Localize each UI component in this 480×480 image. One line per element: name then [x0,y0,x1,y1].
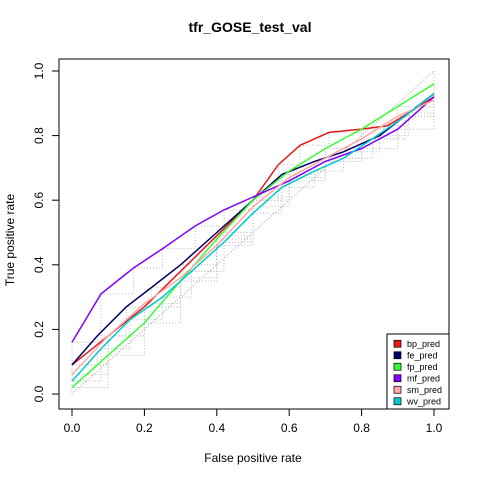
step-outline-fe_pred [71,71,435,394]
legend-swatch-sm_pred [393,385,402,394]
step-outline-sm_pred [71,71,435,394]
step-outline-fp_pred [71,71,435,394]
x-axis-title: False positive rate [204,451,302,465]
legend-label-wv_pred: wv_pred [406,396,441,406]
series-line-bp_pred [71,96,435,366]
y-tick-label: 0.8 [32,127,46,144]
series-line-wv_pred [71,93,435,382]
legend-swatch-fe_pred [393,351,402,360]
x-tick-label: 1.0 [426,421,443,435]
x-tick-label: 0.4 [208,421,225,435]
x-tick-label: 0.6 [281,421,298,435]
x-tick-label: 0.2 [136,421,153,435]
legend-swatch-mf_pred [393,374,402,383]
legend-swatch-fp_pred [393,362,402,371]
legend-label-fe_pred: fe_pred [407,350,438,360]
y-axis-title: True positive rate [3,194,17,287]
background-layer [71,70,435,395]
x-tick-label: 0.8 [353,421,370,435]
series-line-fp_pred [71,83,435,389]
series-line-sm_pred [71,99,435,376]
y-tick-label: 0.4 [32,256,46,273]
series-line-mf_pred [71,96,435,343]
y-tick-label: 0.0 [32,385,46,402]
y-tick-label: 0.2 [32,321,46,338]
x-tick-label: 0.0 [64,421,81,435]
series-layer [71,83,435,389]
legend-swatch-bp_pred [393,339,402,348]
y-tick-label: 1.0 [32,62,46,79]
axes-layer: 0.0 0.2 0.4 0.6 0.8 1.0 0.0 0.2 0.4 0.6 0.8 1.0 [32,58,450,435]
legend-label-fp_pred: fp_pred [407,362,438,372]
legend-label-mf_pred: mf_pred [407,373,440,383]
legend-swatch-wv_pred [393,397,402,406]
legend-label-bp_pred: bp_pred [407,339,440,349]
legend-label-sm_pred: sm_pred [407,385,442,395]
y-tick-label: 0.6 [32,192,46,209]
chart-title: tfr_GOSE_test_val [189,19,312,35]
